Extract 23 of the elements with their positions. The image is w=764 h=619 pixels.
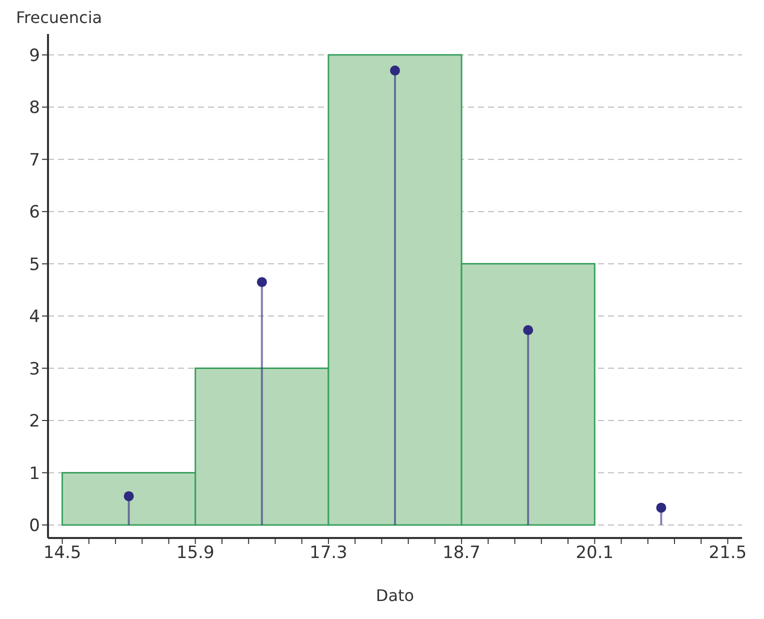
y-tick-label: 8 — [29, 98, 40, 118]
y-axis-title: Frecuencia — [16, 8, 102, 27]
x-tick-label: 21.5 — [708, 543, 747, 564]
x-tick-label: 15.9 — [176, 543, 214, 564]
point — [656, 502, 666, 513]
point — [390, 66, 400, 76]
y-tick-label: 1 — [29, 464, 40, 484]
y-tick-label: 7 — [29, 150, 40, 170]
point — [523, 325, 534, 336]
y-tick-label: 4 — [29, 307, 40, 328]
y-tick-label: 9 — [29, 46, 40, 66]
point — [124, 491, 134, 502]
x-axis-title: Dato — [374, 586, 416, 605]
x-tick-label: 14.5 — [43, 543, 82, 564]
y-tick-label: 0 — [29, 516, 40, 536]
y-tick-label: 3 — [29, 359, 40, 380]
y-tick-label: 5 — [29, 254, 40, 275]
x-tick-label: 18.7 — [442, 543, 480, 564]
y-tick-label: 6 — [29, 202, 40, 223]
x-tick-label: 17.3 — [310, 543, 348, 564]
point — [256, 277, 267, 288]
x-tick-label: 20.1 — [576, 543, 614, 564]
y-tick-label: 2 — [29, 412, 40, 432]
